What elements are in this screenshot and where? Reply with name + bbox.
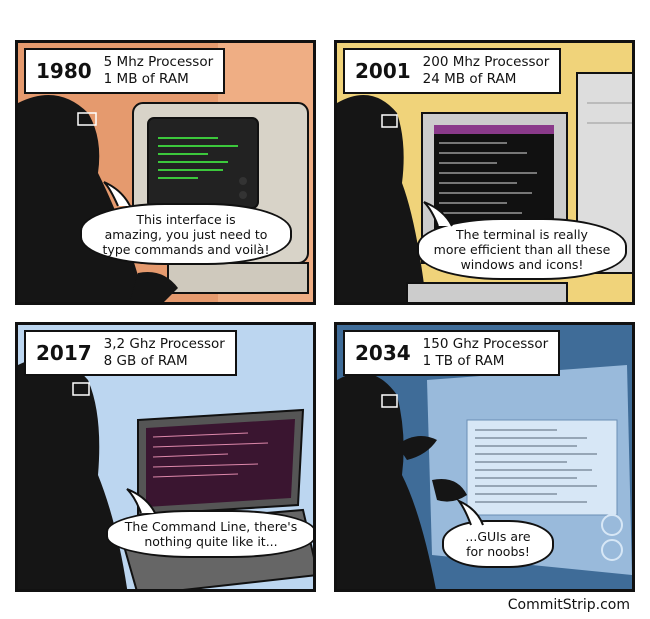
panel-1980-speech-bubble: This interface is amazing, you just need… — [80, 203, 292, 265]
panel-2034-spec-ram: 1 TB of RAM — [422, 353, 505, 369]
bubble-line: type commands and voilà! — [102, 241, 270, 257]
panel-2017-speech-bubble: The Command Line, there's nothing quite … — [106, 510, 313, 558]
site-credit: CommitStrip.com — [507, 597, 630, 613]
panel-2034-speech-bubble: ...GUIs are for noobs! — [442, 520, 554, 568]
bubble-line: windows and icons! — [460, 256, 584, 272]
panel-2001-speech-bubble: The terminal is really more efficient th… — [417, 218, 627, 280]
panel-1980-year: 1980 — [36, 59, 92, 83]
bubble-line: ...GUIs are — [465, 529, 531, 544]
bubble-tail — [103, 181, 131, 207]
bubble-tail — [423, 201, 453, 227]
panel-2001-spec-ram: 24 MB of RAM — [422, 71, 517, 87]
panel-2034: 2034 150 Ghz Processor 1 TB of RAM ...GU… — [334, 322, 635, 592]
panel-1980-caption: 1980 5 Mhz Processor 1 MB of RAM — [24, 48, 226, 94]
panel-2017: 2017 3,2 Ghz Processor 8 GB of RAM The C… — [15, 322, 316, 592]
panel-2001-spec-cpu: 200 Mhz Processor — [422, 54, 550, 70]
panel-2034-spec-cpu: 150 Ghz Processor — [422, 336, 549, 352]
bubble-line: more efficient than all these — [433, 241, 611, 257]
bubble-tail — [126, 488, 156, 514]
bubble-line: The Command Line, there's — [124, 519, 298, 534]
panel-2034-caption: 2034 150 Ghz Processor 1 TB of RAM — [343, 330, 561, 376]
bubble-line: for noobs! — [466, 544, 530, 559]
panel-2017-spec-cpu: 3,2 Ghz Processor — [103, 336, 225, 352]
panel-2017-year: 2017 — [36, 341, 92, 365]
panel-2001-year: 2001 — [355, 59, 411, 83]
panel-2017-caption: 2017 3,2 Ghz Processor 8 GB of RAM — [24, 330, 237, 376]
panel-1980-spec-ram: 1 MB of RAM — [103, 71, 189, 87]
panel-1980: 1980 5 Mhz Processor 1 MB of RAM This in… — [15, 40, 316, 305]
panel-2001: 2001 200 Mhz Processor 24 MB of RAM The … — [334, 40, 635, 305]
bubble-line: nothing quite like it... — [144, 534, 278, 549]
bubble-tail — [455, 498, 484, 526]
bubble-line: This interface is — [136, 211, 236, 227]
bubble-line: The terminal is really — [456, 226, 588, 242]
panel-2017-spec-ram: 8 GB of RAM — [103, 353, 188, 369]
panel-1980-spec-cpu: 5 Mhz Processor — [103, 54, 214, 70]
panel-2034-year: 2034 — [355, 341, 411, 365]
bubble-line: amazing, you just need to — [104, 226, 268, 242]
panel-2001-caption: 2001 200 Mhz Processor 24 MB of RAM — [343, 48, 562, 94]
